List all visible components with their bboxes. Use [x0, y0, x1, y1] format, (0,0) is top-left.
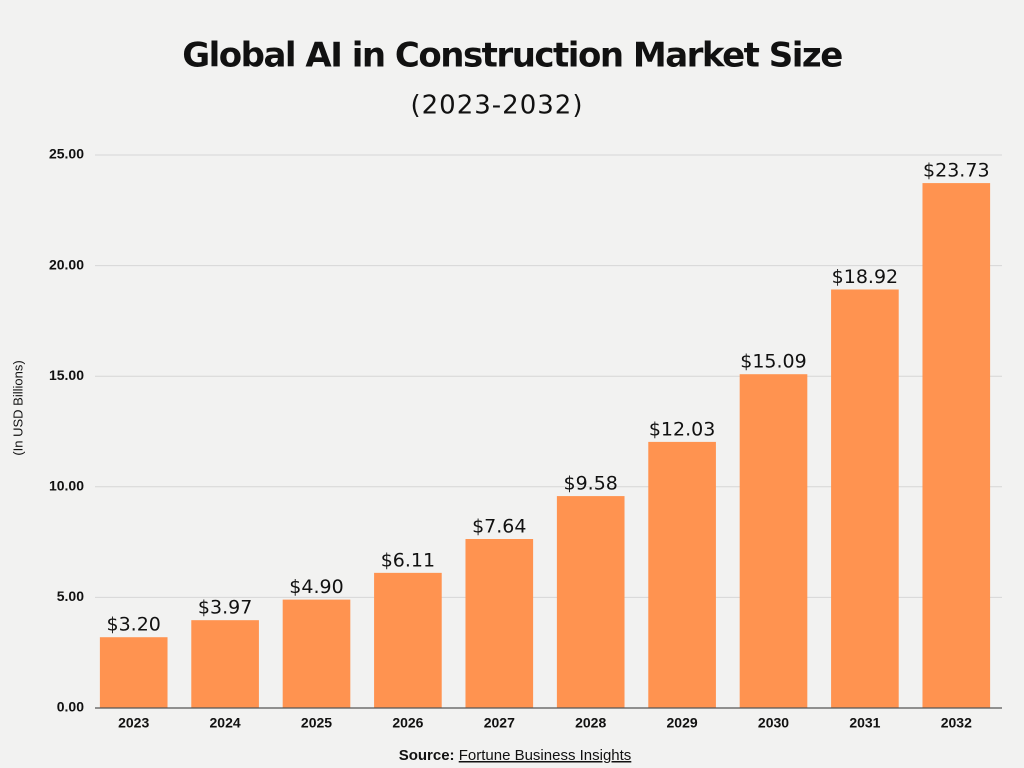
value-label: $12.03: [649, 418, 715, 440]
y-tick-label: 20.00: [49, 256, 84, 272]
source-link[interactable]: Fortune Business Insights: [459, 747, 632, 764]
bar: [374, 572, 442, 708]
value-label: $9.58: [563, 473, 617, 495]
chart-title: Global AI in Construction Market Size: [182, 36, 842, 76]
bar: [922, 183, 991, 708]
x-tick-label: 2032: [941, 715, 972, 731]
x-tick-label: 2027: [484, 715, 515, 731]
x-tick-label: 2031: [849, 715, 880, 731]
value-label: $3.97: [198, 597, 252, 619]
bar: [739, 374, 808, 708]
bar: [556, 496, 625, 708]
source-label: Source:: [399, 747, 455, 764]
value-label: $4.90: [289, 576, 343, 598]
bar: [191, 620, 259, 708]
bar: [465, 539, 534, 708]
x-tick-label: 2026: [392, 715, 423, 731]
chart-subtitle: (2023-2032): [410, 91, 583, 121]
bar: [282, 599, 351, 708]
value-label: $7.64: [472, 516, 526, 538]
x-tick-label: 2028: [575, 715, 606, 731]
y-tick-label: 25.00: [49, 146, 84, 162]
x-tick-label: 2030: [758, 715, 789, 731]
bar: [831, 289, 899, 708]
y-axis-label: (In USD Billions): [10, 360, 25, 455]
x-tick-label: 2024: [210, 715, 241, 731]
value-label: $3.20: [106, 614, 160, 636]
value-label: $23.73: [923, 160, 989, 182]
value-label: $6.11: [381, 549, 435, 571]
y-tick-label: 0.00: [57, 699, 84, 715]
source: Source: Fortune Business Insights: [399, 747, 632, 764]
y-tick-label: 5.00: [57, 588, 84, 604]
value-label: $18.92: [832, 266, 898, 288]
x-tick-label: 2029: [667, 715, 698, 731]
value-label: $15.09: [740, 351, 806, 373]
bar: [99, 637, 168, 708]
bar: [648, 441, 716, 708]
y-tick-label: 10.00: [49, 478, 84, 494]
x-tick-label: 2025: [301, 715, 332, 731]
x-tick-label: 2023: [118, 715, 149, 731]
y-tick-label: 15.00: [49, 367, 84, 383]
